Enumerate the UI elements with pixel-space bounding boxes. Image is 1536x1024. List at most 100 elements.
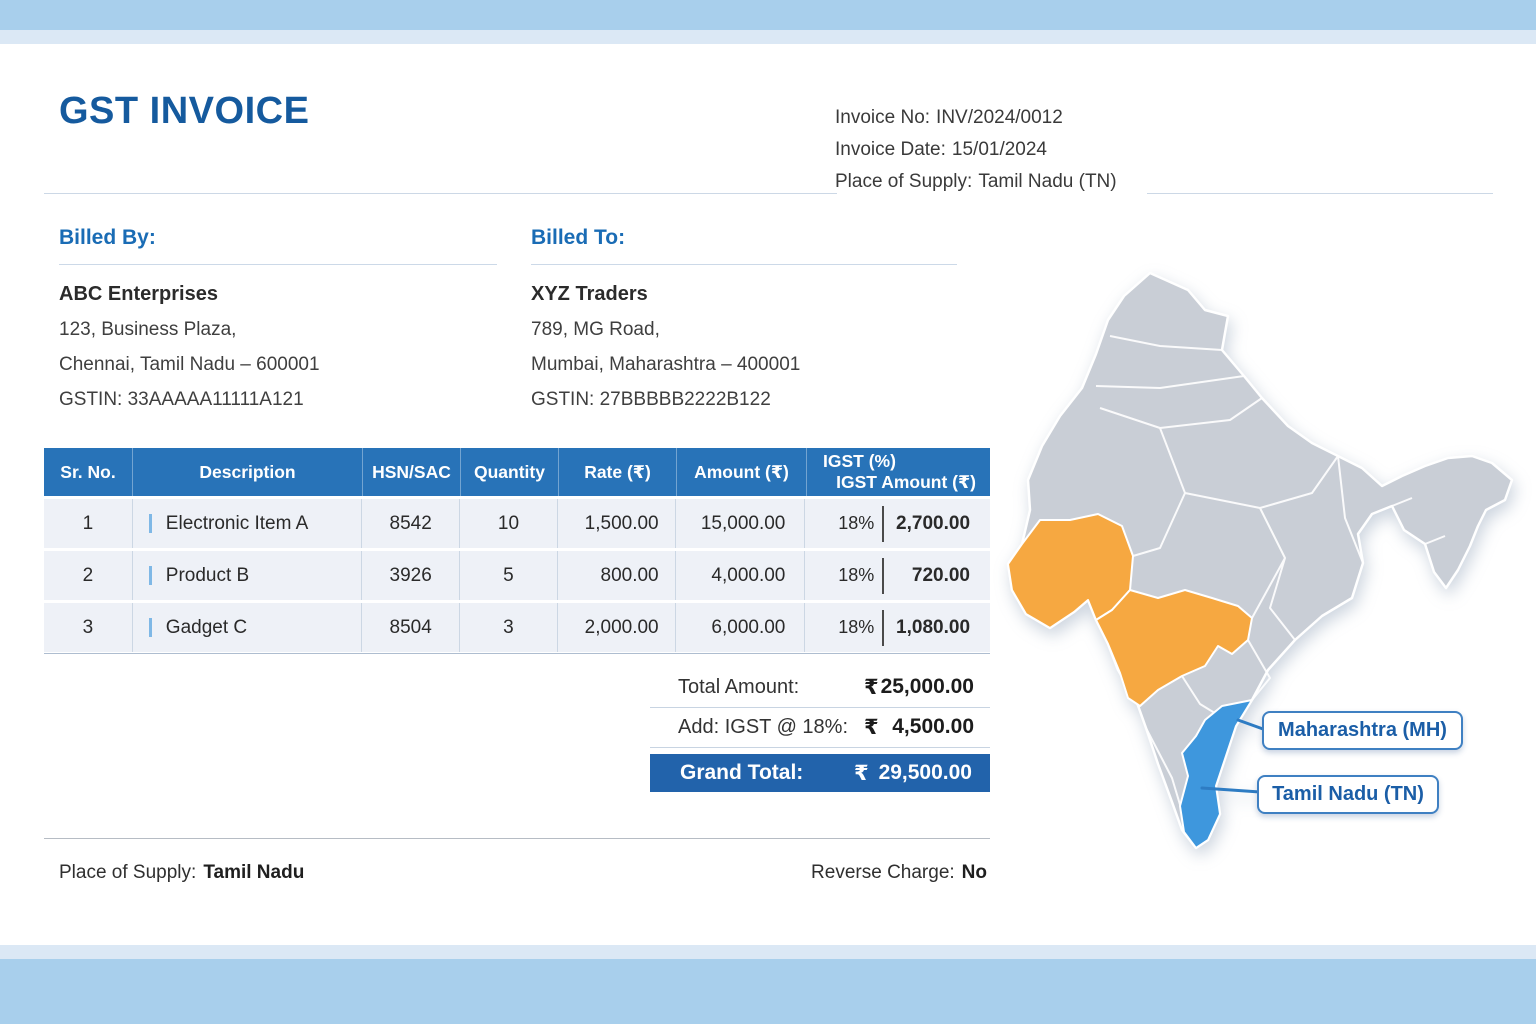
row3-sr: 3 bbox=[82, 616, 94, 638]
row2-quantity: 5 bbox=[459, 551, 557, 600]
billed-by-section: Billed By: ABC Enterprises 123, Business… bbox=[59, 226, 497, 411]
table-row: 3 Gadget C 8504 3 2,000.00 6,000.00 18% … bbox=[44, 603, 990, 652]
callout-maharashtra: Maharashtra (MH) bbox=[1262, 711, 1463, 750]
invoice-date-value: 15/01/2024 bbox=[951, 139, 1047, 160]
row1-quantity: 10 bbox=[459, 499, 557, 548]
row3-description-text: Gadget C bbox=[165, 616, 248, 638]
row1-hsn: 8542 bbox=[361, 499, 459, 548]
row2-amount: 4,000.00 bbox=[674, 551, 805, 600]
row3-description: Gadget C bbox=[131, 603, 362, 652]
header-igst-amount: IGST Amount (₹) bbox=[836, 472, 976, 492]
header-description: Description bbox=[132, 448, 362, 496]
maharashtra-callout-line bbox=[1236, 718, 1265, 731]
description-tick-icon bbox=[148, 514, 152, 533]
page-title: GST INVOICE bbox=[59, 90, 310, 132]
total-amount-row: Total Amount: ₹ 25,000.00 bbox=[650, 668, 990, 708]
row1-igst-percent: 18% bbox=[804, 499, 882, 548]
description-tick-icon bbox=[148, 566, 152, 585]
state-maharashtra bbox=[1095, 589, 1253, 707]
igst-column-divider bbox=[882, 609, 885, 646]
top-band bbox=[0, 0, 1536, 30]
row2-rate: 800.00 bbox=[556, 551, 675, 600]
billed-by-address-line1: 123, Business Plaza, bbox=[59, 319, 237, 340]
invoice-meta: Invoice No: INV/2024/0012 Invoice Date: 15… bbox=[835, 108, 1117, 204]
total-amount-number: 25,000.00 bbox=[880, 675, 974, 698]
row3-igst-percent: 18% bbox=[804, 603, 882, 652]
row3-quantity: 3 bbox=[459, 603, 557, 652]
place-of-supply-value: Tamil Nadu (TN) bbox=[978, 171, 1117, 192]
row2-description-text: Product B bbox=[165, 564, 250, 586]
billed-to-address-line2: Mumbai, Maharashtra – 400001 bbox=[531, 354, 801, 375]
billed-to-section: Billed To: XYZ Traders 789, MG Road, Mum… bbox=[531, 226, 957, 411]
india-map bbox=[1006, 271, 1514, 850]
header-divider-left bbox=[44, 193, 837, 194]
billed-by-name: ABC Enterprises bbox=[59, 283, 218, 305]
bottom-band-light bbox=[0, 945, 1536, 959]
header-quantity: Quantity bbox=[460, 448, 558, 496]
row2-description: Product B bbox=[131, 551, 362, 600]
table-row: 1 Electronic Item A 8542 10 1,500.00 15,… bbox=[44, 499, 990, 548]
footer-reverse-charge: Reverse Charge: No bbox=[811, 862, 987, 884]
place-of-supply-row: Place of Supply: Tamil Nadu (TN) bbox=[835, 172, 1117, 191]
total-amount-label: Total Amount: bbox=[678, 676, 800, 698]
invoice-date-row: Invoice Date: 15/01/2024 bbox=[835, 140, 1117, 159]
state-borders bbox=[1095, 335, 1446, 819]
billed-to-heading: Billed To: bbox=[531, 226, 957, 265]
totals-section: Total Amount: ₹ 25,000.00 Add: IGST @ 18… bbox=[650, 668, 990, 748]
igst-total-value: ₹ 4,500.00 bbox=[864, 715, 974, 740]
callout-tamil-nadu: Tamil Nadu (TN) bbox=[1257, 775, 1439, 814]
igst-column-divider bbox=[882, 557, 885, 594]
invoice-number-value: INV/2024/0012 bbox=[936, 107, 1063, 128]
row3-hsn: 8504 bbox=[361, 603, 459, 652]
tamil-nadu-callout-line bbox=[1200, 786, 1262, 794]
table-header-row: Sr. No. Description HSN/SAC Quantity Rat… bbox=[44, 448, 990, 496]
footer-reverse-label: Reverse Charge: bbox=[811, 862, 955, 883]
billed-to-name: XYZ Traders bbox=[531, 283, 648, 305]
igst-total-label: Add: IGST @ 18%: bbox=[678, 716, 849, 738]
grand-total-number: 29,500.00 bbox=[878, 760, 972, 784]
footer: Place of Supply: Tamil Nadu Reverse Charg… bbox=[44, 862, 990, 884]
row1-description-text: Electronic Item A bbox=[165, 512, 309, 534]
row2-sr: 2 bbox=[82, 564, 94, 586]
invoice-date-label: Invoice Date: bbox=[835, 139, 946, 160]
header-igst: IGST (%) IGST Amount (₹) bbox=[806, 448, 990, 496]
invoice-number-row: Invoice No: INV/2024/0012 bbox=[835, 108, 1117, 127]
row1-igst-amount: 2,700.00 bbox=[896, 512, 971, 534]
total-amount-value: ₹ 25,000.00 bbox=[864, 675, 974, 700]
row1-sr: 1 bbox=[82, 512, 94, 534]
rupee-symbol: ₹ bbox=[864, 676, 879, 699]
igst-column-divider bbox=[882, 505, 885, 542]
igst-total-number: 4,500.00 bbox=[892, 715, 974, 738]
row2-igst-percent: 18% bbox=[804, 551, 882, 600]
table-row: 2 Product B 3926 5 800.00 4,000.00 18% 7… bbox=[44, 551, 990, 600]
rupee-symbol: ₹ bbox=[854, 761, 869, 785]
line-items-table: Sr. No. Description HSN/SAC Quantity Rat… bbox=[44, 448, 990, 654]
header-divider-right bbox=[1147, 193, 1493, 194]
row2-hsn: 3926 bbox=[361, 551, 459, 600]
row1-rate: 1,500.00 bbox=[556, 499, 675, 548]
place-of-supply-label: Place of Supply: bbox=[835, 171, 973, 192]
billed-by-gstin: GSTIN: 33AAAAA11111A121 bbox=[59, 389, 304, 410]
igst-total-row: Add: IGST @ 18%: ₹ 4,500.00 bbox=[650, 708, 990, 748]
grand-total-label: Grand Total: bbox=[680, 761, 804, 784]
footer-place-label: Place of Supply: bbox=[59, 862, 197, 883]
row1-description: Electronic Item A bbox=[131, 499, 362, 548]
description-tick-icon bbox=[148, 618, 152, 637]
footer-place-value: Tamil Nadu bbox=[203, 862, 305, 883]
state-tamil-nadu bbox=[1179, 699, 1253, 849]
footer-place-of-supply: Place of Supply: Tamil Nadu bbox=[59, 862, 304, 884]
row2-igst-amount: 720.00 bbox=[911, 564, 971, 586]
rupee-symbol: ₹ bbox=[864, 716, 879, 739]
footer-reverse-value: No bbox=[961, 862, 987, 883]
header-hsn-sac: HSN/SAC bbox=[362, 448, 460, 496]
grand-total-bar: Grand Total: ₹ 29,500.00 bbox=[650, 754, 990, 792]
row3-igst-amount: 1,080.00 bbox=[896, 616, 971, 638]
bottom-band bbox=[0, 959, 1536, 1024]
header-rate: Rate (₹) bbox=[558, 448, 676, 496]
header-sr-no: Sr. No. bbox=[60, 461, 116, 482]
row3-amount: 6,000.00 bbox=[674, 603, 805, 652]
header-amount: Amount (₹) bbox=[676, 448, 806, 496]
top-band-light bbox=[0, 30, 1536, 44]
footer-divider bbox=[44, 838, 990, 839]
